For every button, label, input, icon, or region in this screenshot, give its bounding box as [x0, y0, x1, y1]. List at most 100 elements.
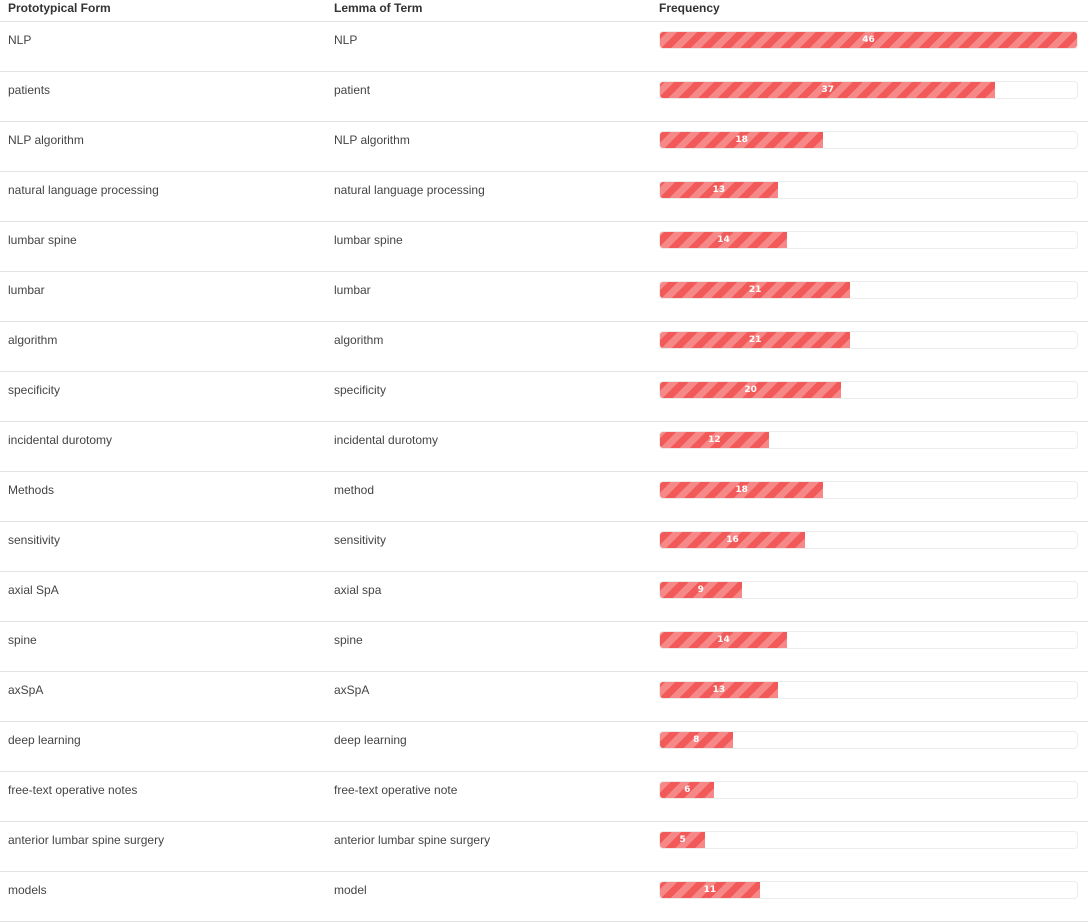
lemma-cell: specificity [334, 383, 387, 397]
table-row: natural language processing natural langu… [0, 172, 1088, 222]
frequency-cell: 13 [651, 172, 1088, 221]
frequency-bar: 13 [660, 682, 778, 698]
frequency-cell: 21 [651, 322, 1088, 371]
frequency-value: 8 [693, 735, 700, 745]
table-row: axSpA axSpA 13 [0, 672, 1088, 722]
lemma-cell: axial spa [334, 583, 382, 597]
table-row: lumbar lumbar 21 [0, 272, 1088, 322]
frequency-cell: 6 [651, 772, 1088, 821]
frequency-value: 13 [712, 685, 726, 695]
table-row: specificity specificity 20 [0, 372, 1088, 422]
table-row: anterior lumbar spine surgery anterior lu… [0, 822, 1088, 872]
lemma-cell: model [334, 883, 367, 897]
frequency-value: 13 [712, 185, 726, 195]
table-row: models model 11 [0, 872, 1088, 922]
frequency-value: 18 [735, 485, 748, 495]
frequency-value: 14 [717, 635, 730, 645]
prototypical-form-cell: free-text operative notes [8, 783, 138, 797]
column-header-lemma[interactable]: Lemma of Term [334, 1, 423, 15]
prototypical-form-cell: NLP algorithm [8, 133, 84, 147]
frequency-value: 21 [748, 335, 762, 345]
frequency-cell: 12 [651, 422, 1088, 471]
frequency-bar-track: 18 [659, 131, 1078, 149]
frequency-value: 5 [679, 835, 686, 845]
frequency-bar: 16 [660, 532, 806, 548]
frequency-cell: 8 [651, 722, 1088, 771]
frequency-value: 18 [735, 135, 748, 145]
prototypical-form-cell: NLP [8, 33, 32, 47]
frequency-cell: 9 [651, 572, 1088, 621]
frequency-bar-track: 21 [659, 281, 1078, 299]
frequency-bar: 46 [660, 32, 1077, 48]
frequency-bar-track: 13 [659, 181, 1078, 199]
frequency-bar: 37 [660, 82, 996, 98]
prototypical-form-cell: axial SpA [8, 583, 59, 597]
frequency-value: 9 [697, 585, 704, 595]
prototypical-form-cell: lumbar spine [8, 233, 77, 247]
table-row: spine spine 14 [0, 622, 1088, 672]
table-row: axial SpA axial spa 9 [0, 572, 1088, 622]
prototypical-form-cell: models [8, 883, 47, 897]
frequency-cell: 18 [651, 122, 1088, 171]
table-row: algorithm algorithm 21 [0, 322, 1088, 372]
prototypical-form-cell: algorithm [8, 333, 58, 347]
prototypical-form-cell: sensitivity [8, 533, 61, 547]
table-row: patients patient 37 [0, 72, 1088, 122]
frequency-bar: 21 [660, 332, 851, 348]
frequency-bar-track: 18 [659, 481, 1078, 499]
frequency-bar: 9 [660, 582, 742, 598]
frequency-bar-track: 12 [659, 431, 1078, 449]
lemma-cell: sensitivity [334, 533, 387, 547]
frequency-cell: 14 [651, 622, 1088, 671]
frequency-value: 20 [744, 385, 757, 395]
prototypical-form-cell: patients [8, 83, 51, 97]
frequency-cell: 14 [651, 222, 1088, 271]
column-header-prototypical-form[interactable]: Prototypical Form [8, 1, 111, 15]
prototypical-form-cell: anterior lumbar spine surgery [8, 833, 165, 847]
lemma-cell: NLP algorithm [334, 133, 410, 147]
frequency-cell: 5 [651, 822, 1088, 871]
lemma-cell: lumbar spine [334, 233, 403, 247]
table-row: deep learning deep learning 8 [0, 722, 1088, 772]
table-row: NLP algorithm NLP algorithm 18 [0, 122, 1088, 172]
prototypical-form-cell: specificity [8, 383, 61, 397]
frequency-value: 21 [748, 285, 762, 295]
column-header-frequency[interactable]: Frequency [659, 1, 720, 15]
frequency-bar-track: 21 [659, 331, 1078, 349]
frequency-bar-track: 16 [659, 531, 1078, 549]
frequency-value: 37 [821, 85, 834, 95]
lemma-cell: deep learning [334, 733, 407, 747]
table-row: incidental durotomy incidental durotomy 12 [0, 422, 1088, 472]
table-row: sensitivity sensitivity 16 [0, 522, 1088, 572]
frequency-value: 14 [717, 235, 730, 245]
frequency-bar: 12 [660, 432, 769, 448]
lemma-cell: patient [334, 83, 371, 97]
frequency-bar: 6 [660, 782, 715, 798]
lemma-cell: incidental durotomy [334, 433, 439, 447]
frequency-cell: 16 [651, 522, 1088, 571]
prototypical-form-cell: deep learning [8, 733, 81, 747]
frequency-value: 12 [708, 435, 721, 445]
frequency-bar-track: 9 [659, 581, 1078, 599]
frequency-bar-track: 46 [659, 31, 1078, 49]
frequency-bar-track: 14 [659, 231, 1078, 249]
prototypical-form-cell: natural language processing [8, 183, 159, 197]
lemma-cell: natural language processing [334, 183, 485, 197]
table-header: Prototypical Form Lemma of Term Frequenc… [0, 0, 1088, 22]
frequency-bar-track: 11 [659, 881, 1078, 899]
frequency-value: 11 [703, 885, 717, 895]
table-body: NLP NLP 46 patients patient 37 NLP algorithm NL… [0, 22, 1088, 922]
lemma-cell: axSpA [334, 683, 370, 697]
lemma-cell: anterior lumbar spine surgery [334, 833, 491, 847]
lemma-cell: NLP [334, 33, 358, 47]
frequency-value: 46 [862, 35, 875, 45]
frequency-bar: 18 [660, 132, 824, 148]
table-row: Methods method 18 [0, 472, 1088, 522]
frequency-bar-track: 8 [659, 731, 1078, 749]
prototypical-form-cell: lumbar [8, 283, 45, 297]
frequency-bar: 14 [660, 232, 787, 248]
frequency-bar-track: 20 [659, 381, 1078, 399]
prototypical-form-cell: Methods [8, 483, 55, 497]
lemma-cell: lumbar [334, 283, 371, 297]
frequency-cell: 20 [651, 372, 1088, 421]
